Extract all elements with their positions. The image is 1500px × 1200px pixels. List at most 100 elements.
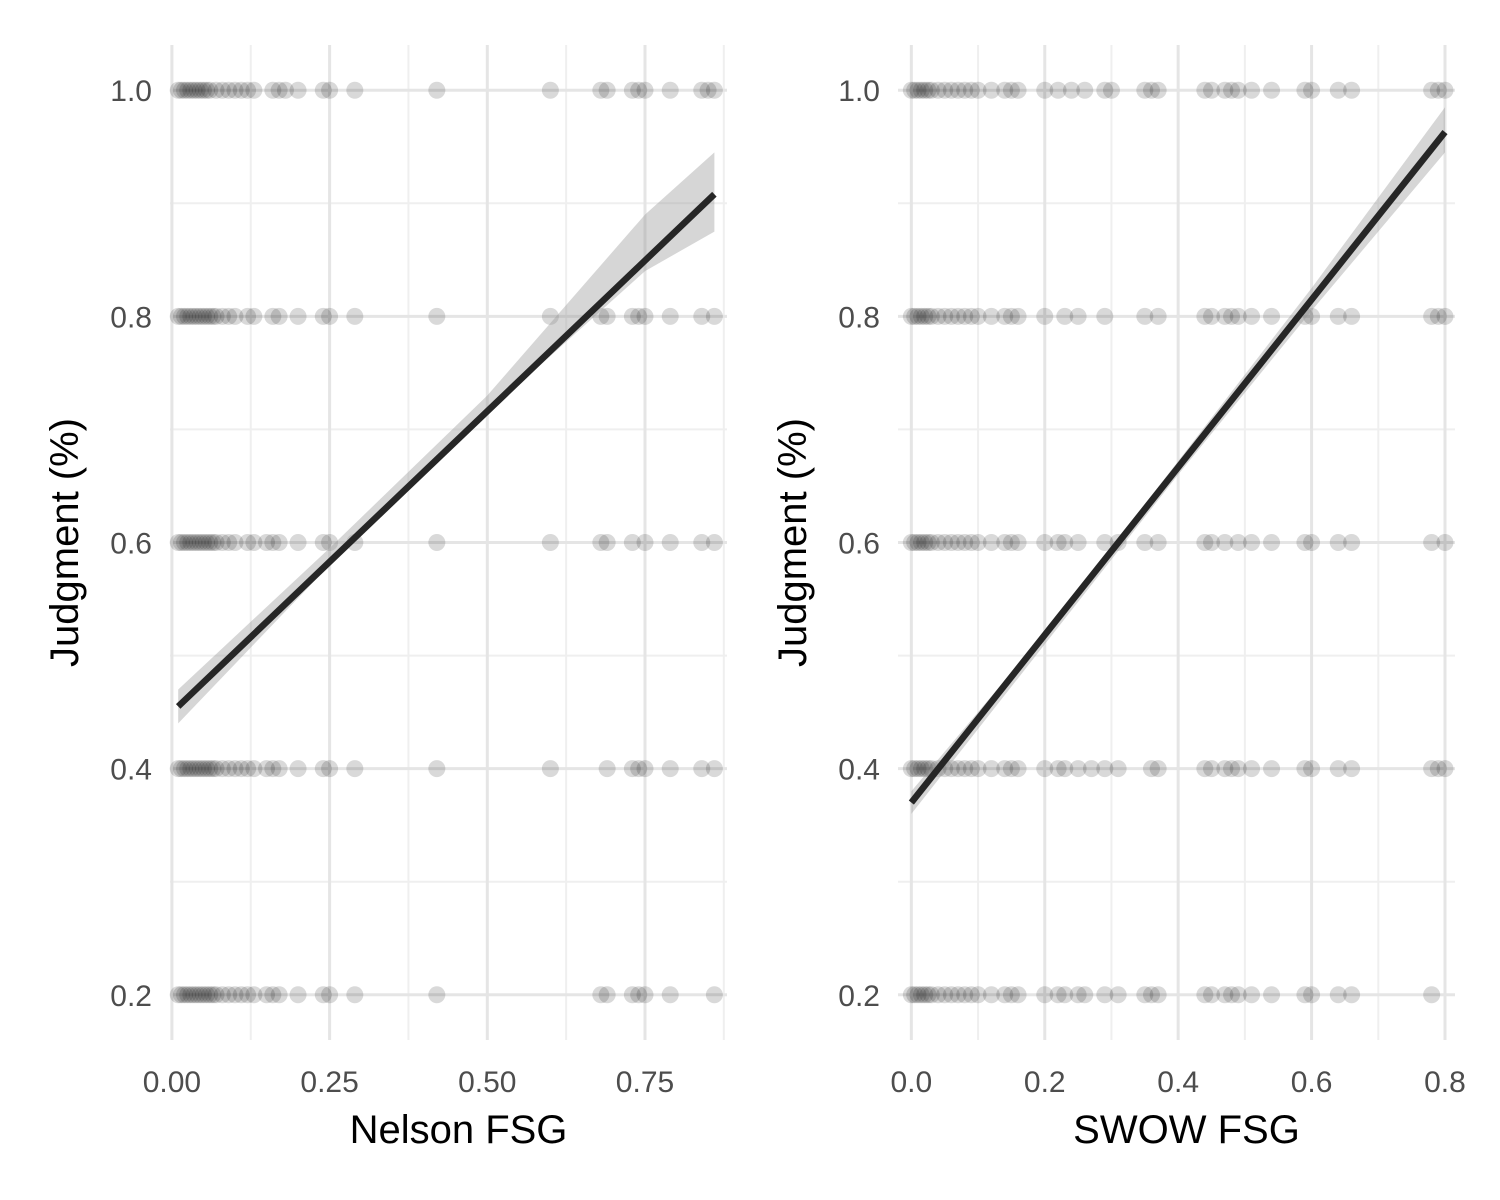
scatter-point <box>592 986 610 1004</box>
scatter-point <box>693 760 711 778</box>
scatter-point <box>314 760 332 778</box>
panel-nelson-fsg: 0.2 0.4 0.6 0.8 1.0 0.00 0.25 0.50 0.75 Nelson FS… <box>43 45 727 1152</box>
scatter-point <box>226 81 244 99</box>
scatter-point <box>1329 760 1347 778</box>
scatter-point <box>909 81 927 99</box>
scatter-point <box>623 986 641 1004</box>
scatter-point <box>1142 760 1160 778</box>
scatter-point <box>902 986 920 1004</box>
scatter-point <box>1049 760 1067 778</box>
scatter-point <box>949 534 967 551</box>
scatter-point <box>912 307 930 325</box>
scatter-point <box>929 986 947 1004</box>
scatter-point <box>942 307 960 325</box>
scatter-point <box>956 534 974 551</box>
scatter-point <box>1056 986 1074 1004</box>
scatter-point <box>1096 81 1114 99</box>
y-tick-label: 0.2 <box>110 980 152 1013</box>
scatter-point <box>270 81 288 99</box>
scatter-point <box>1069 760 1087 778</box>
scatter-point <box>1136 534 1154 551</box>
scatter-point <box>314 534 332 551</box>
scatter-point <box>169 760 187 778</box>
scatter-point <box>176 307 194 325</box>
scatter-point <box>929 534 947 551</box>
scatter-point <box>1303 307 1321 325</box>
scatter-point <box>982 307 1000 325</box>
y-tick-label: 0.8 <box>110 301 152 334</box>
scatter-point <box>270 760 288 778</box>
scatter-point <box>949 307 967 325</box>
scatter-point <box>598 534 616 551</box>
scatter-point <box>258 986 276 1004</box>
scatter-point <box>245 307 263 325</box>
scatter-point <box>346 760 364 778</box>
scatter-point <box>1436 81 1454 99</box>
scatter-point <box>1216 81 1234 99</box>
scatter-point <box>207 81 225 99</box>
scatter-point <box>204 534 222 551</box>
y-tick-label: 1.0 <box>838 75 880 108</box>
scatter-point <box>1436 534 1454 551</box>
scatter-point <box>906 81 924 99</box>
scatter-point <box>1229 307 1247 325</box>
scatter-point <box>906 986 924 1004</box>
scatter-point <box>207 534 225 551</box>
scatter-point <box>1343 760 1361 778</box>
scatter-point <box>982 986 1000 1004</box>
regression-line <box>175 191 717 709</box>
scatter-point <box>661 81 679 99</box>
scatter-point <box>929 307 947 325</box>
scatter-point <box>1002 307 1020 325</box>
scatter-point <box>1216 307 1234 325</box>
scatter-point <box>1149 760 1167 778</box>
scatter-point <box>962 760 980 778</box>
scatter-point <box>185 986 203 1004</box>
scatter-point <box>1229 534 1247 551</box>
scatter-point <box>1096 986 1114 1004</box>
scatter-point <box>1049 534 1067 551</box>
scatter-point <box>201 986 219 1004</box>
scatter-point <box>1229 760 1247 778</box>
x-tick-label: 0.2 <box>1024 1066 1066 1099</box>
scatter-point <box>969 760 987 778</box>
scatter-point <box>1243 307 1261 325</box>
scatter-point <box>969 534 987 551</box>
scatter-point <box>239 760 257 778</box>
scatter-point <box>1329 534 1347 551</box>
x-tick-label: 0.6 <box>1291 1066 1333 1099</box>
scatter-point <box>1009 760 1027 778</box>
scatter-point <box>636 81 654 99</box>
scatter-point <box>213 760 231 778</box>
x-tick-label: 0.00 <box>143 1066 201 1099</box>
scatter-point <box>179 81 197 99</box>
scatter-point <box>226 760 244 778</box>
scatter-point <box>902 81 920 99</box>
y-axis-title: Judgment (%) <box>771 418 815 667</box>
scatter-point <box>1056 534 1074 551</box>
scatter-point <box>1102 81 1120 99</box>
scatter-point <box>1096 307 1114 325</box>
scatter-point <box>1109 760 1127 778</box>
scatter-point <box>239 986 257 1004</box>
scatter-point <box>902 760 920 778</box>
scatter-point <box>996 81 1014 99</box>
scatter-point <box>1009 81 1027 99</box>
scatter-point <box>1002 986 1020 1004</box>
scatter-point <box>1423 534 1441 551</box>
scatter-point <box>623 81 641 99</box>
scatter-point <box>270 534 288 551</box>
scatter-point <box>1229 986 1247 1004</box>
scatter-point <box>1423 307 1441 325</box>
scatter-point <box>185 534 203 551</box>
scatter-point <box>1076 986 1094 1004</box>
scatter-point <box>204 986 222 1004</box>
scatter-point <box>314 307 332 325</box>
scatter-point <box>188 986 206 1004</box>
scatter-point <box>1429 760 1447 778</box>
scatter-point <box>636 307 654 325</box>
x-axis-title: SWOW FSG <box>1073 1108 1300 1152</box>
x-axis-title: Nelson FSG <box>350 1108 568 1152</box>
scatter-point <box>169 534 187 551</box>
